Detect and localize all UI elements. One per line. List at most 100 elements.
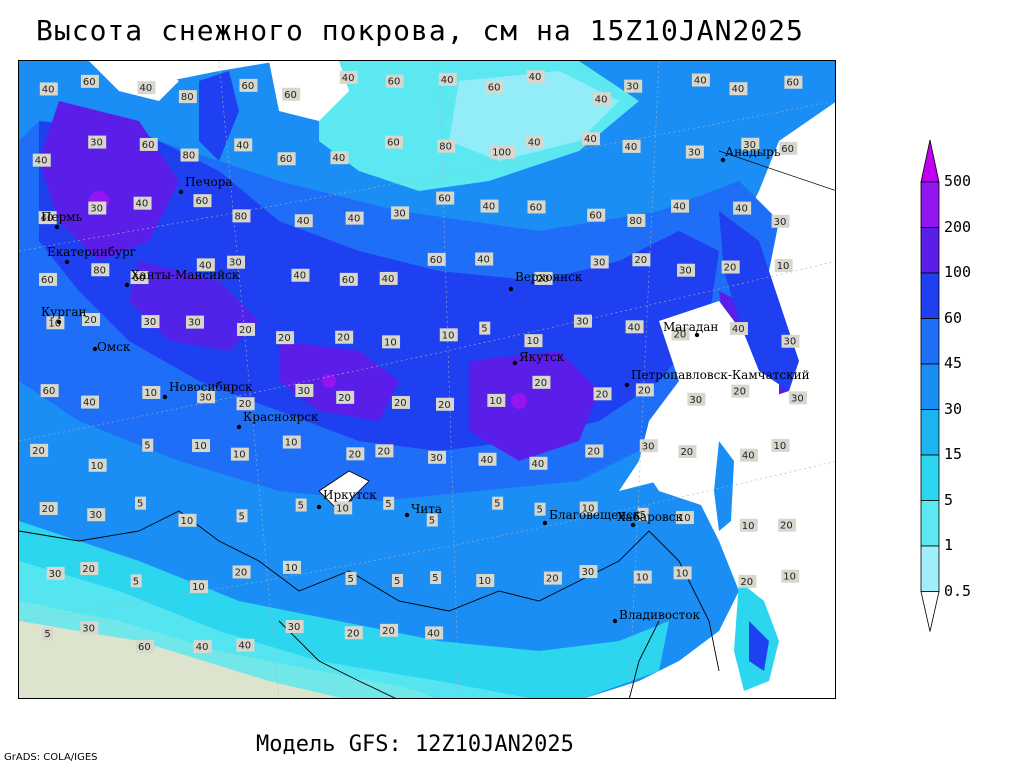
contour-label-bg	[135, 496, 147, 510]
city-label: Иркутск	[323, 488, 377, 502]
legend-colorbar	[920, 139, 940, 632]
contour-label-bg	[375, 444, 394, 458]
contour-label: 80	[93, 265, 106, 276]
legend-cap-top	[920, 139, 940, 183]
contour-label-bg	[678, 445, 697, 459]
contour-label-bg	[32, 153, 51, 167]
contour-label: 5	[385, 499, 391, 510]
city-marker	[720, 157, 726, 163]
contour-label: 10	[773, 441, 786, 452]
contour-label-bg	[30, 443, 49, 457]
contour-label: 10	[742, 521, 755, 532]
contour-label: 10	[489, 396, 502, 407]
city-marker	[124, 282, 130, 288]
city-marker	[162, 394, 168, 400]
contour-label: 60	[284, 90, 297, 101]
contour-label: 80	[181, 92, 194, 103]
contour-label: 20	[587, 446, 600, 457]
city-marker	[316, 504, 322, 510]
contour-label-bg	[677, 263, 696, 277]
contour-label: 60	[781, 144, 794, 155]
contour-label: 10	[144, 388, 157, 399]
contour-label: 60	[430, 255, 443, 266]
contour-label: 20	[337, 333, 350, 344]
contour-label: 10	[180, 516, 193, 527]
contour-label: 80	[234, 211, 247, 222]
city-marker	[236, 424, 242, 430]
contour-label-bg	[733, 201, 752, 215]
contour-label-bg	[573, 314, 592, 328]
contour-label-bg	[239, 78, 258, 92]
legend-swatch	[920, 454, 940, 501]
contour-label: 60	[488, 83, 501, 94]
contour-label-bg	[142, 385, 161, 399]
contour-label: 60	[41, 275, 54, 286]
contour-label-bg	[344, 626, 363, 640]
city-marker	[542, 520, 548, 526]
contour-label: 40	[342, 73, 355, 84]
contour-label: 60	[43, 386, 56, 397]
contour-label: 30	[679, 266, 692, 277]
contour-label-bg	[46, 566, 65, 580]
contour-label: 40	[528, 137, 541, 148]
contour-label-bg	[427, 252, 446, 266]
contour-label-bg	[590, 255, 609, 269]
contour-label-bg	[392, 573, 404, 587]
contour-label: 40	[348, 214, 361, 225]
contour-label-bg	[771, 438, 790, 452]
contour-label-bg	[80, 621, 99, 635]
contour-label-bg	[383, 496, 395, 510]
contour-label: 40	[531, 459, 544, 470]
contour-label-bg	[625, 320, 644, 334]
contour-label: 10	[336, 503, 349, 514]
contour-label-bg	[276, 331, 295, 345]
contour-label-bg	[671, 327, 690, 341]
contour-label-bg	[346, 447, 365, 461]
contour-label: 5	[494, 499, 500, 510]
legend-swatch	[920, 545, 940, 592]
graticule-lines	[19, 61, 835, 698]
contour-label-bg	[142, 438, 154, 452]
contour-label-bg	[391, 395, 410, 409]
legend-level-label: 500	[944, 172, 972, 190]
contour-label-bg	[227, 255, 246, 269]
contour-label: 30	[593, 257, 606, 268]
contour-label: 5	[239, 511, 245, 522]
contour-label: 20	[438, 400, 451, 411]
contour-label-bg	[781, 334, 800, 348]
contour-label: 20	[32, 446, 45, 457]
contour-label-bg	[534, 502, 546, 516]
contour-label-bg	[475, 252, 494, 266]
contour-label-bg	[739, 518, 758, 532]
contour-label-bg	[485, 80, 504, 94]
contour-label: 20	[733, 387, 746, 398]
contour-label: 30	[143, 317, 156, 328]
contour-label-bg	[193, 194, 212, 208]
contour-label-bg	[534, 271, 553, 285]
contour-label-bg	[479, 321, 491, 335]
contour-label: 40	[735, 204, 748, 215]
contour-label-bg	[729, 82, 748, 96]
city-marker	[612, 618, 618, 624]
contour-label: 20	[724, 263, 737, 274]
contour-label-bg	[437, 139, 456, 153]
contour-label: 60	[138, 642, 151, 653]
city-label: Екатеринбург	[47, 245, 136, 259]
city-marker	[404, 512, 410, 518]
contour-label: 10	[582, 504, 595, 515]
contour-label-bg	[139, 137, 158, 151]
contour-label-bg	[439, 328, 458, 342]
contour-label-bg	[130, 574, 142, 588]
contour-label: 20	[82, 564, 95, 575]
contour-label: 20	[239, 399, 252, 410]
contour-label-bg	[384, 135, 403, 149]
contour-label-bg	[81, 395, 100, 409]
contour-label: 60	[195, 196, 208, 207]
contour-label-bg	[490, 145, 516, 159]
contour-label-bg	[721, 260, 740, 274]
contour-label-bg	[671, 199, 690, 213]
contour-label-bg	[478, 452, 497, 466]
contour-label-bg	[295, 498, 307, 512]
contour-label-bg	[137, 81, 156, 95]
contour-label-bg	[339, 272, 358, 286]
